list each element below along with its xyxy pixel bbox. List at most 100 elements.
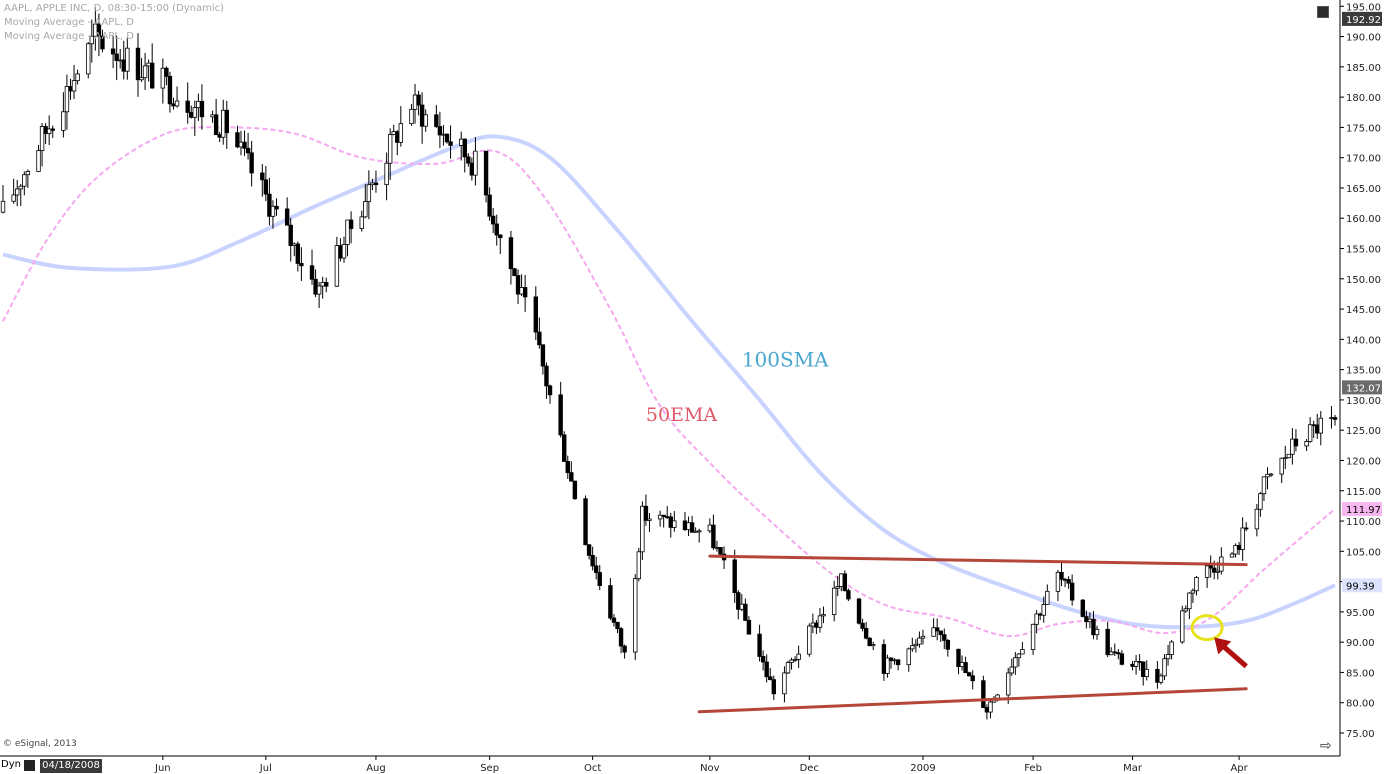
candle-body bbox=[657, 514, 663, 520]
candle-body bbox=[221, 109, 226, 138]
sma100-line bbox=[2, 134, 1336, 630]
candle-body bbox=[1112, 651, 1117, 654]
price-tag-label: 132.07 bbox=[1346, 383, 1381, 394]
price-tag-box bbox=[1342, 502, 1382, 517]
candle-body bbox=[1080, 599, 1086, 617]
candle-body bbox=[174, 100, 180, 107]
candle-body bbox=[1169, 641, 1174, 655]
price-tag-box bbox=[1342, 578, 1382, 593]
candle-body bbox=[839, 573, 844, 587]
price-tag-label: 99.39 bbox=[1346, 581, 1375, 592]
y-tick-label: 95.00 bbox=[1346, 608, 1375, 619]
candle-body bbox=[558, 394, 563, 436]
candle-body bbox=[114, 53, 119, 61]
candle-body bbox=[608, 585, 613, 619]
time-axis: Jun Jul Aug Sep Oct Nov Dec 2009 Feb Mar Apr bbox=[0, 755, 1340, 774]
price-tag-box bbox=[1342, 11, 1382, 26]
candle-body bbox=[398, 123, 404, 143]
candle-body bbox=[522, 287, 528, 298]
candle-body bbox=[149, 62, 155, 89]
price-tag-label: 192.92 bbox=[1346, 15, 1381, 26]
candle-body bbox=[956, 648, 961, 668]
candle-body bbox=[810, 622, 816, 627]
candle-body bbox=[469, 162, 475, 176]
candle-body bbox=[1133, 661, 1139, 667]
candle-body bbox=[515, 275, 521, 295]
candle-body bbox=[508, 237, 514, 270]
x-tick-label: Aug bbox=[366, 763, 386, 774]
candle-body bbox=[1059, 571, 1064, 580]
candle-body bbox=[782, 672, 787, 695]
candle-body bbox=[888, 657, 894, 661]
candle-body bbox=[565, 461, 570, 474]
candle-body bbox=[867, 637, 872, 647]
candle-body bbox=[466, 156, 471, 164]
y-tick-label: 135.00 bbox=[1346, 366, 1381, 377]
y-tick-label: 120.00 bbox=[1346, 456, 1381, 467]
dyn-label: Dyn bbox=[1, 759, 21, 770]
candle-body bbox=[448, 141, 453, 146]
candle-body bbox=[885, 657, 890, 674]
candle-body bbox=[895, 659, 901, 666]
candle-body bbox=[821, 614, 826, 617]
window-restore-icon[interactable] bbox=[1317, 6, 1329, 18]
candle-body bbox=[860, 622, 865, 629]
candle-body bbox=[863, 628, 869, 639]
candle-body bbox=[192, 107, 198, 118]
y-tick-label: 180.00 bbox=[1346, 93, 1381, 104]
candle-body bbox=[544, 365, 549, 387]
candle-body bbox=[1183, 608, 1189, 612]
candle-body bbox=[665, 516, 670, 518]
y-tick-label: 175.00 bbox=[1346, 123, 1381, 134]
candle-body bbox=[199, 100, 205, 118]
candle-body bbox=[213, 114, 219, 135]
candle-body bbox=[1212, 567, 1217, 573]
candle-body bbox=[643, 505, 649, 521]
candle-body bbox=[1315, 424, 1320, 434]
candle-body bbox=[189, 112, 194, 118]
candle-body bbox=[494, 223, 499, 236]
candle-body bbox=[260, 172, 265, 181]
candle-body bbox=[416, 94, 421, 106]
candle-body bbox=[622, 645, 627, 653]
candle-body bbox=[490, 215, 496, 225]
start-date[interactable]: 04/18/2008 bbox=[40, 759, 102, 773]
candle-body bbox=[846, 590, 851, 600]
y-tick-label: 130.00 bbox=[1346, 396, 1381, 407]
x-tick-label: Oct bbox=[584, 763, 601, 774]
candle-body bbox=[1030, 623, 1036, 650]
candle-body bbox=[299, 263, 304, 267]
candle-body bbox=[1318, 417, 1323, 434]
candle-body bbox=[881, 644, 887, 674]
candle-body bbox=[1279, 457, 1284, 475]
candle-body bbox=[167, 75, 173, 105]
candle-body bbox=[434, 114, 439, 127]
candle-body bbox=[945, 640, 951, 650]
candle-body bbox=[618, 628, 624, 647]
candle-body bbox=[267, 193, 272, 217]
arrow-right-icon[interactable]: ⇨ bbox=[1320, 738, 1332, 754]
candle-body bbox=[274, 205, 279, 210]
y-tick-label: 170.00 bbox=[1346, 154, 1381, 165]
candle-body bbox=[1119, 653, 1125, 665]
candle-body bbox=[1069, 582, 1075, 601]
candle-body bbox=[50, 128, 55, 131]
candle-body bbox=[437, 126, 443, 136]
dyn-mode-icon[interactable] bbox=[24, 760, 35, 771]
y-tick-label: 105.00 bbox=[1346, 547, 1381, 558]
y-tick-label: 185.00 bbox=[1346, 63, 1381, 74]
candle-body bbox=[1034, 613, 1039, 625]
candle-body bbox=[757, 633, 762, 657]
candle-body bbox=[1037, 613, 1043, 616]
candle-body bbox=[263, 179, 269, 195]
y-tick-label: 75.00 bbox=[1346, 729, 1375, 740]
candle-body bbox=[696, 530, 702, 533]
candle-body bbox=[249, 152, 254, 174]
candle-body bbox=[682, 520, 688, 531]
candle-body bbox=[1140, 661, 1146, 677]
trendlines bbox=[697, 554, 1248, 714]
copyright: © eSignal, 2013 bbox=[3, 739, 77, 749]
candle-body bbox=[373, 182, 379, 186]
ema50-line bbox=[2, 126, 1336, 638]
